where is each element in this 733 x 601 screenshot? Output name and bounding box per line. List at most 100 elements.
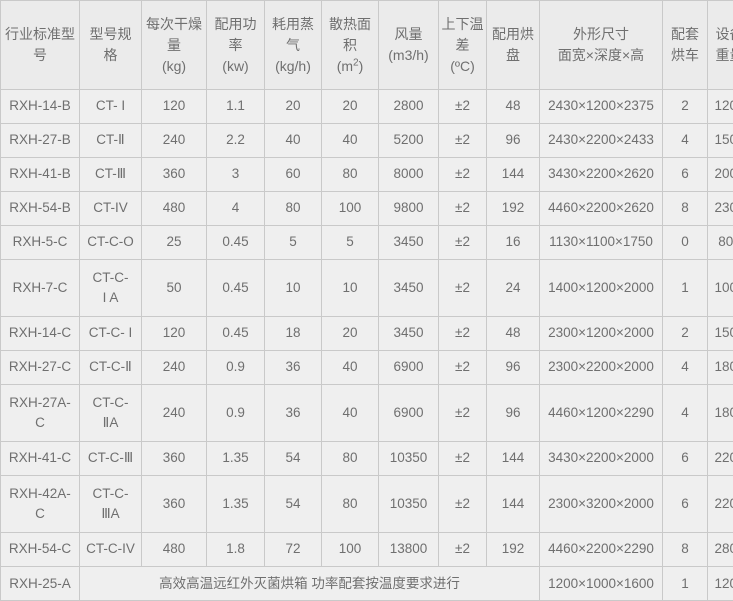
table-cell: 192 bbox=[487, 192, 540, 226]
cell-line: 192 bbox=[488, 539, 538, 559]
table-cell: 2000 bbox=[708, 158, 733, 192]
table-cell: 9800 bbox=[379, 192, 439, 226]
table-cell: 60 bbox=[265, 158, 322, 192]
cell-line: RXH-54-C bbox=[2, 539, 78, 559]
table-cell: RXH-27-B bbox=[1, 124, 80, 158]
column-header-line: 重量 bbox=[709, 45, 733, 66]
cell-line: 3450 bbox=[380, 278, 437, 298]
cell-line: CT-C- I bbox=[81, 323, 140, 343]
table-cell: 144 bbox=[487, 476, 540, 533]
table-cell: 50 bbox=[142, 260, 207, 317]
cell-line: 4460×1200×2290 bbox=[541, 403, 661, 423]
cell-line: 20 bbox=[266, 96, 320, 116]
table-cell: 20 bbox=[322, 317, 379, 351]
table-cell: 1800 bbox=[708, 351, 733, 385]
table-cell: 480 bbox=[142, 192, 207, 226]
cell-line: 1500 bbox=[709, 130, 733, 150]
cell-line: 100 bbox=[323, 198, 377, 218]
cell-line: 1800 bbox=[709, 403, 733, 423]
cell-line: 360 bbox=[143, 164, 205, 184]
column-header-10: 配套烘车 bbox=[663, 1, 708, 90]
column-header-8: 配用烘盘 bbox=[487, 1, 540, 90]
table-cell: 1.35 bbox=[207, 442, 265, 476]
cell-line: 2430×2200×2433 bbox=[541, 130, 661, 150]
cell-line: 10350 bbox=[380, 494, 437, 514]
table-cell: 18 bbox=[265, 317, 322, 351]
cell-line: 40 bbox=[323, 357, 377, 377]
table-cell: ±2 bbox=[439, 192, 487, 226]
table-cell: CT- I bbox=[80, 90, 142, 124]
cell-line: 240 bbox=[143, 130, 205, 150]
cell-line: 5 bbox=[266, 232, 320, 252]
cell-line: ±2 bbox=[440, 164, 485, 184]
cell-line: 54 bbox=[266, 494, 320, 514]
cell-line: 2430×1200×2375 bbox=[541, 96, 661, 116]
table-cell: ±2 bbox=[439, 385, 487, 442]
table-cell: 0.45 bbox=[207, 317, 265, 351]
table-cell: 2430×1200×2375 bbox=[540, 90, 663, 124]
cell-line: 0.45 bbox=[208, 323, 263, 343]
cell-line: 3430×2200×2000 bbox=[541, 448, 661, 468]
table-cell: 3430×2200×2000 bbox=[540, 442, 663, 476]
column-header-line: 每次干燥 bbox=[143, 14, 205, 35]
table-cell: 40 bbox=[322, 124, 379, 158]
table-cell: 2300×3200×2000 bbox=[540, 476, 663, 533]
table-cell: RXH-41-C bbox=[1, 442, 80, 476]
table-cell: RXH-54-C bbox=[1, 533, 80, 567]
cell-line: ±2 bbox=[440, 448, 485, 468]
table-cell: ±2 bbox=[439, 90, 487, 124]
cell-line: 6 bbox=[664, 448, 706, 468]
table-cell: 40 bbox=[265, 124, 322, 158]
cell-line: 9800 bbox=[380, 198, 437, 218]
cell-line: RXH-14-B bbox=[2, 96, 78, 116]
column-header-line: 率 bbox=[208, 35, 263, 56]
table-cell: 5 bbox=[322, 226, 379, 260]
table-cell: 5 bbox=[265, 226, 322, 260]
table-cell: 80 bbox=[322, 158, 379, 192]
table-cell: 1200 bbox=[708, 90, 733, 124]
column-header-line: 设备 bbox=[709, 24, 733, 45]
table-cell: 36 bbox=[265, 385, 322, 442]
table-cell: 2800 bbox=[708, 533, 733, 567]
column-header-line: 配用烘 bbox=[488, 24, 538, 45]
table-cell: 4 bbox=[663, 351, 708, 385]
table-cell: 4 bbox=[663, 385, 708, 442]
cell-line: ±2 bbox=[440, 323, 485, 343]
column-header-line: (m2) bbox=[323, 56, 377, 77]
table-cell: CT-C-ⅢA bbox=[80, 476, 142, 533]
cell-line: 6 bbox=[664, 164, 706, 184]
cell-line: 80 bbox=[323, 164, 377, 184]
cell-line: 3430×2200×2620 bbox=[541, 164, 661, 184]
cell-line: 2800 bbox=[380, 96, 437, 116]
table-cell: 2.2 bbox=[207, 124, 265, 158]
table-cell: ±2 bbox=[439, 351, 487, 385]
cell-line: 144 bbox=[488, 164, 538, 184]
table-cell: ±2 bbox=[439, 124, 487, 158]
table-cell: 192 bbox=[487, 533, 540, 567]
column-header-11: 设备重量 bbox=[708, 1, 733, 90]
table-cell: 10 bbox=[265, 260, 322, 317]
table-cell: RXH-27-C bbox=[1, 351, 80, 385]
cell-line: 1400×1200×2000 bbox=[541, 278, 661, 298]
cell-line: 10 bbox=[266, 278, 320, 298]
cell-line: CT-C-Ⅲ bbox=[81, 448, 140, 468]
cell-line: ±2 bbox=[440, 494, 485, 514]
cell-line: 2200 bbox=[709, 448, 733, 468]
column-header-line: 气 bbox=[266, 35, 320, 56]
cell-line: 1 bbox=[664, 278, 706, 298]
table-cell: 2300×1200×2000 bbox=[540, 317, 663, 351]
table-cell: 48 bbox=[487, 90, 540, 124]
cell-line: ±2 bbox=[440, 130, 485, 150]
cell-line: 0.9 bbox=[208, 357, 263, 377]
cell-line: 72 bbox=[266, 539, 320, 559]
cell-line: 144 bbox=[488, 494, 538, 514]
table-cell: 96 bbox=[487, 351, 540, 385]
cell-line: 1.1 bbox=[208, 96, 263, 116]
note-row-carts: 1 bbox=[663, 567, 708, 601]
cell-line: 4 bbox=[208, 198, 263, 218]
table-cell: 240 bbox=[142, 124, 207, 158]
table-cell: 3450 bbox=[379, 226, 439, 260]
